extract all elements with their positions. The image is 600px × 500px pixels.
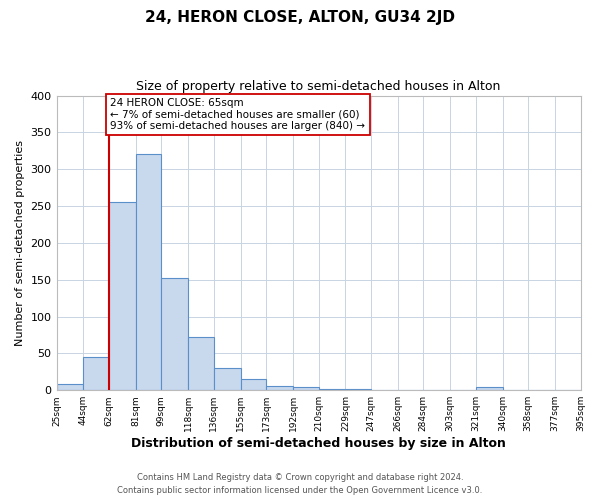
- Text: 24, HERON CLOSE, ALTON, GU34 2JD: 24, HERON CLOSE, ALTON, GU34 2JD: [145, 10, 455, 25]
- Bar: [161, 278, 188, 390]
- Bar: [214, 368, 241, 390]
- Text: 24 HERON CLOSE: 65sqm
← 7% of semi-detached houses are smaller (60)
93% of semi-: 24 HERON CLOSE: 65sqm ← 7% of semi-detac…: [110, 98, 365, 131]
- X-axis label: Distribution of semi-detached houses by size in Alton: Distribution of semi-detached houses by …: [131, 437, 506, 450]
- Bar: [136, 154, 161, 390]
- Title: Size of property relative to semi-detached houses in Alton: Size of property relative to semi-detach…: [136, 80, 501, 93]
- Bar: [83, 357, 109, 390]
- Text: Contains HM Land Registry data © Crown copyright and database right 2024.
Contai: Contains HM Land Registry data © Crown c…: [118, 474, 482, 495]
- Bar: [266, 386, 293, 390]
- Bar: [56, 384, 83, 390]
- Bar: [293, 386, 319, 390]
- Bar: [188, 337, 214, 390]
- Bar: [476, 386, 503, 390]
- Bar: [241, 379, 266, 390]
- Y-axis label: Number of semi-detached properties: Number of semi-detached properties: [15, 140, 25, 346]
- Bar: [109, 202, 136, 390]
